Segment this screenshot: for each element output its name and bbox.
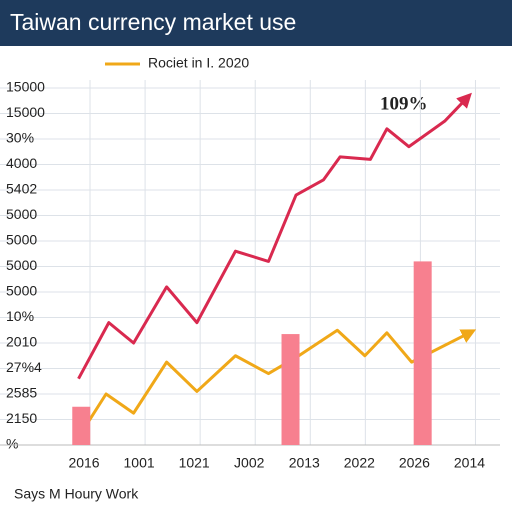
x-tick-label: 2026	[399, 455, 430, 471]
x-tick-label: 2014	[454, 455, 485, 471]
y-tick-label: 5000	[6, 232, 37, 248]
x-tick-label: 1021	[179, 455, 210, 471]
y-tick-label: 27%4	[6, 359, 42, 375]
legend-label: Rociet in I. 2020	[148, 55, 249, 71]
annotation: 109%	[380, 93, 428, 114]
chart-title: Taiwan currency market use	[10, 9, 296, 35]
y-tick-label: 10%	[6, 308, 34, 324]
x-tick-label: 2013	[289, 455, 320, 471]
bar	[281, 334, 300, 445]
y-tick-label: 2010	[6, 334, 37, 350]
y-tick-label: 30%	[6, 130, 34, 146]
header-bar	[0, 0, 512, 46]
y-tick-label: 5000	[6, 283, 37, 299]
x-tick-label: 2022	[344, 455, 375, 471]
y-tick-label: 5000	[6, 257, 37, 273]
y-tick-label: 15000	[6, 79, 45, 95]
y-tick-label: 2585	[6, 385, 37, 401]
y-tick-label: 5402	[6, 181, 37, 197]
bar	[72, 406, 91, 445]
y-tick-label: %	[6, 436, 18, 452]
line	[77, 92, 472, 380]
bar	[413, 261, 432, 445]
footer: Says M Houry Work	[14, 486, 139, 502]
y-tick-label: 4000	[6, 155, 37, 171]
x-tick-label: 1001	[124, 455, 155, 471]
line	[77, 328, 477, 439]
plot-area: % 2150 2585 27%4 2010 10% 5000 5000 5000 5000 5402…	[0, 79, 500, 471]
y-tick-label: 5000	[6, 206, 37, 222]
y-tick-label: 15000	[6, 104, 45, 120]
x-tick-label: J002	[234, 455, 265, 471]
x-tick-label: 2016	[68, 455, 99, 471]
y-tick-label: 2150	[6, 410, 37, 426]
